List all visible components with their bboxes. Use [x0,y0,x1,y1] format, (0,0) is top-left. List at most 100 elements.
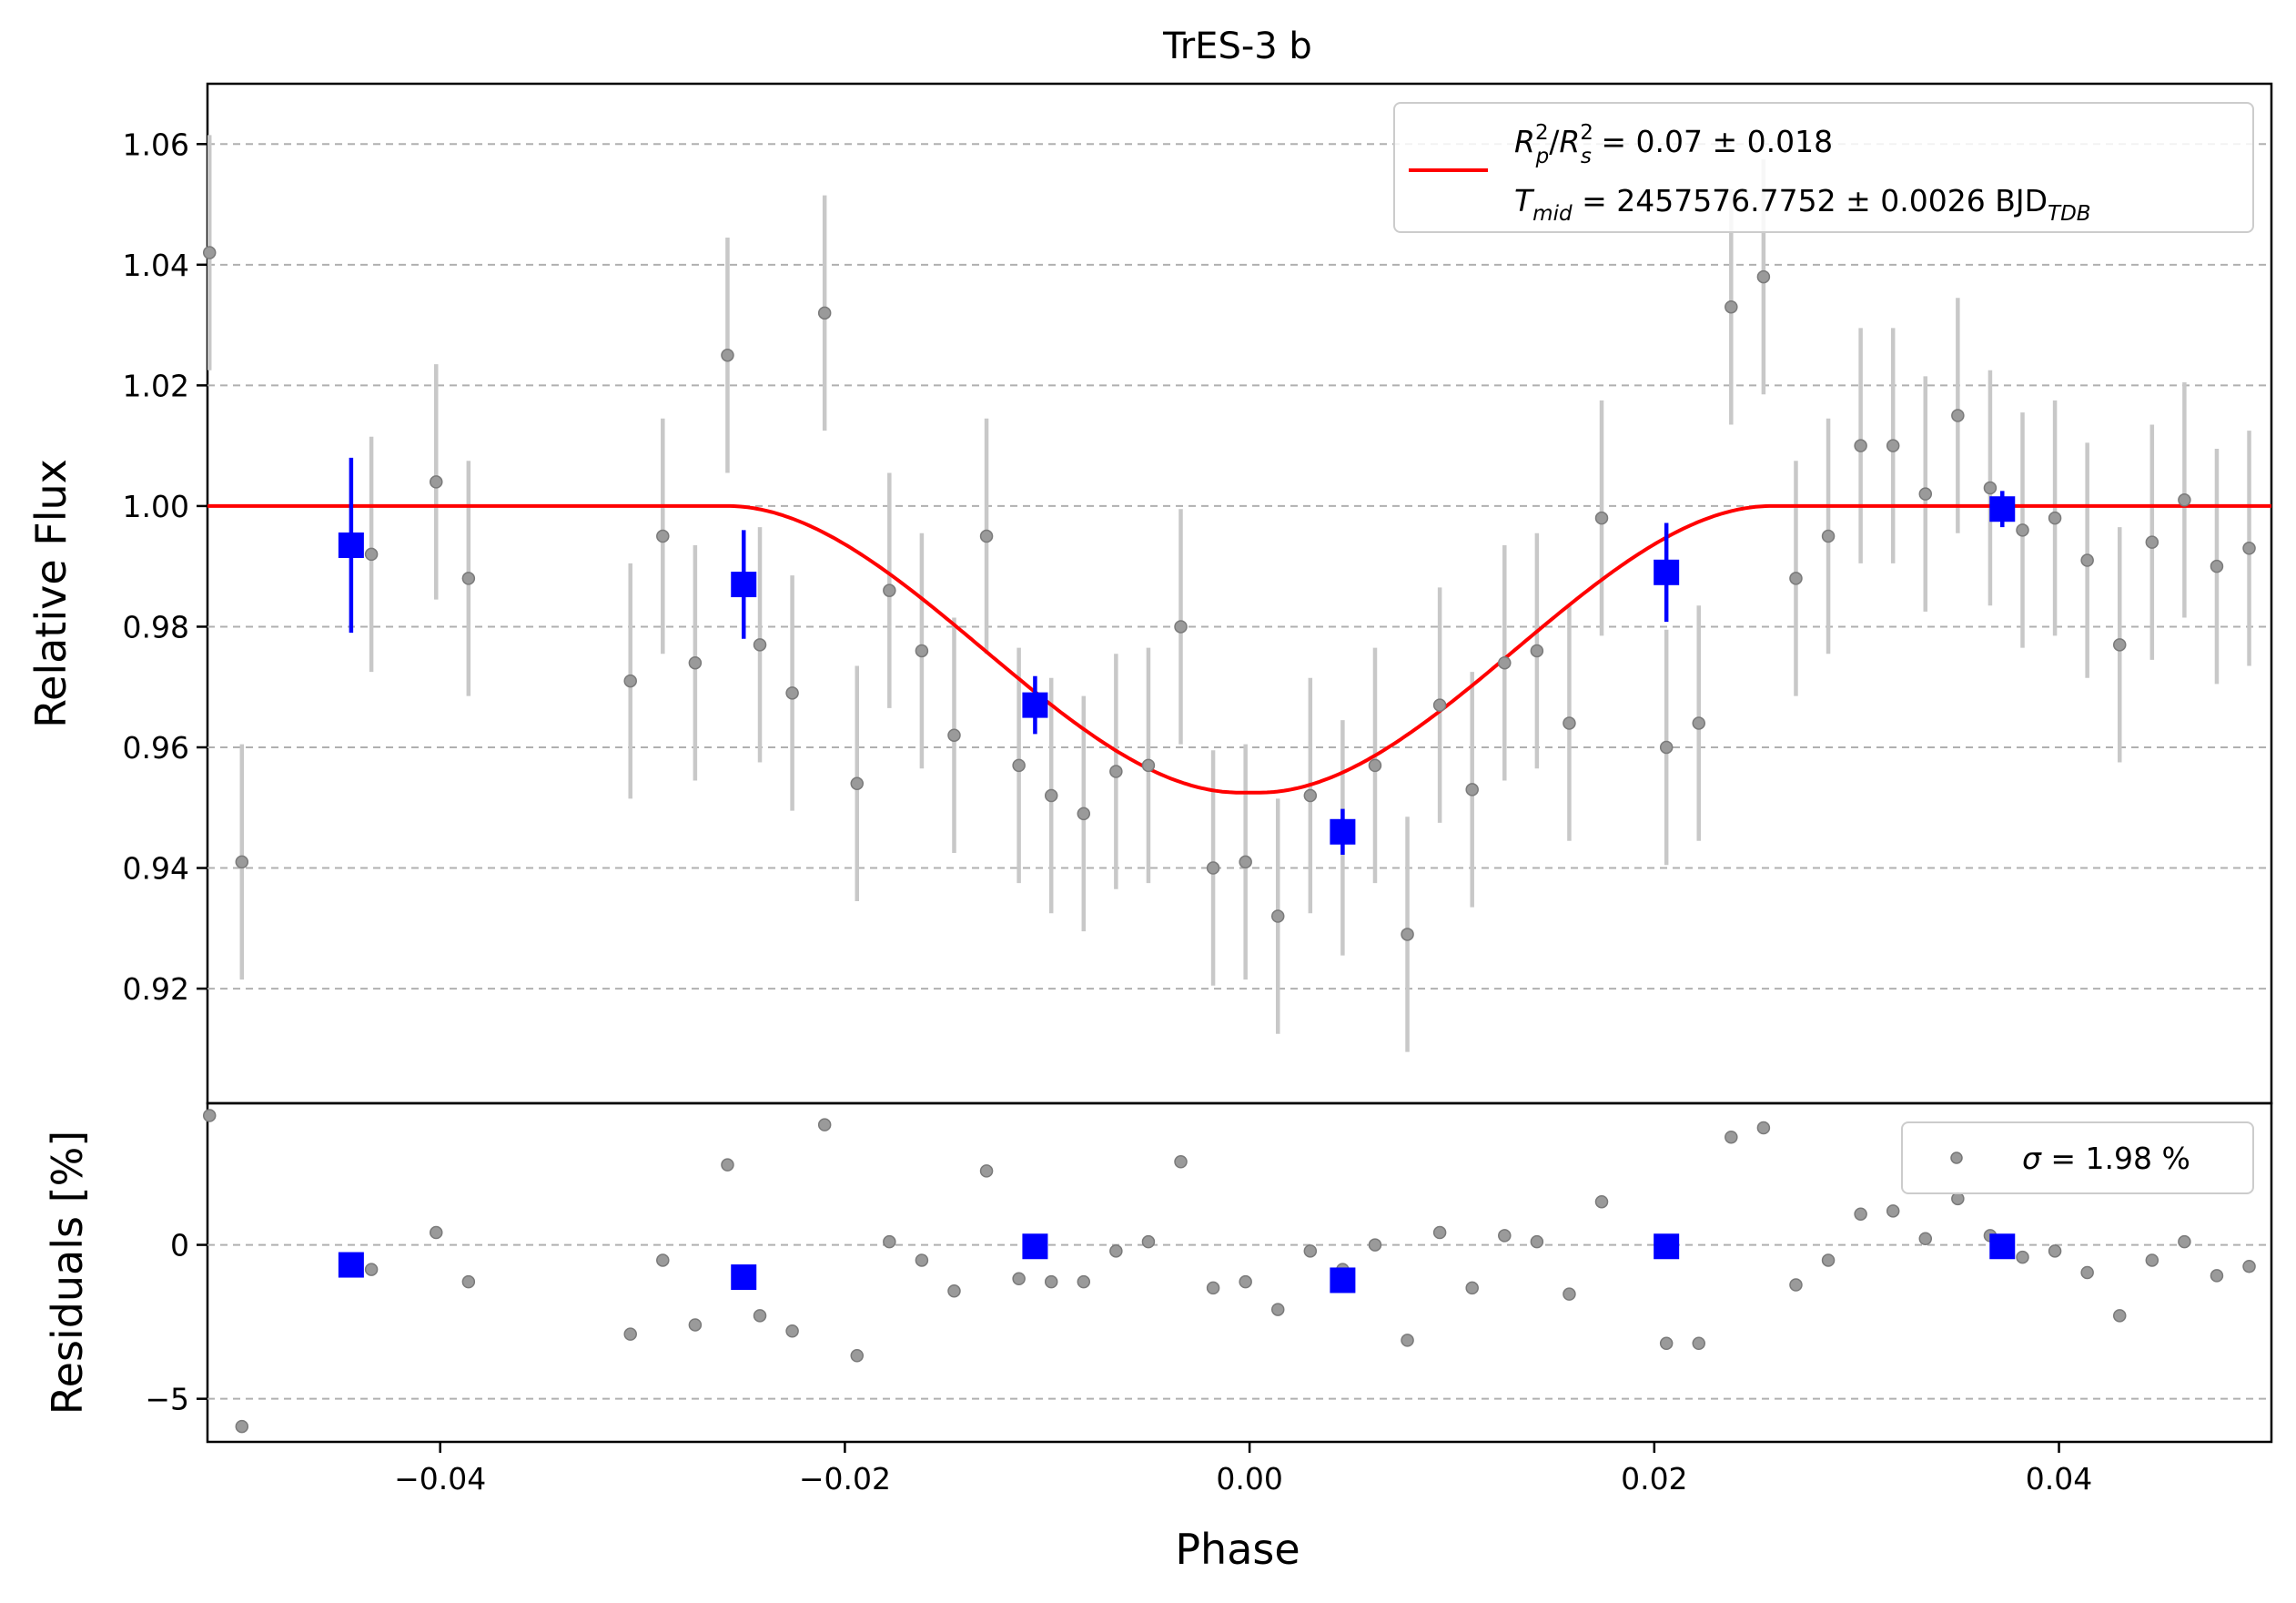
residual-raw-point [1756,1121,1771,1135]
residual-raw-point [1563,1287,1576,1301]
y-tick-label: 1.02 [123,368,189,403]
legend-sigma: σ = 1.98 % [2022,1141,2190,1176]
top-y-ticks: 0.92 0.94 0.96 0.98 1.00 1.02 1.04 1.06 [123,127,207,1007]
bottom-legend: σ = 1.98 % [1901,1121,2254,1194]
residual-raw-point [721,1158,734,1172]
residuals-panel: −5 0 −0.04 −0.02 0.00 0.02 0.04 σ = 1.98 % Re… [43,1101,2273,1574]
y-tick-label: 1.06 [123,127,189,162]
legend-line-2: Tmid = 2457576.7752 ± 0.0026 BJDTDB [1514,183,2091,226]
residual-raw-point [915,1253,929,1267]
binned-point [338,532,364,558]
raw-point [688,655,703,670]
raw-point [947,728,961,742]
residual-raw-point [1821,1253,1836,1267]
residual-raw-point [1465,1281,1479,1295]
model-curve [207,503,2271,795]
residual-raw-point [2112,1309,2127,1323]
raw-point [1854,439,1867,452]
raw-point [202,246,217,259]
raw-point [430,475,443,489]
raw-point [2145,535,2159,549]
y-tick-label: 1.04 [123,248,189,283]
raw-point [1012,758,1026,773]
x-tick-label: 0.00 [1216,1461,1282,1496]
raw-point [1401,928,1414,941]
residual-raw-point [1303,1244,1318,1258]
x-axis-label: Phase [1175,1525,1300,1574]
raw-point [1174,620,1188,634]
residual-raw-point [1530,1234,1544,1249]
raw-point [2080,553,2094,567]
residual-raw-point [947,1284,961,1298]
residual-binned-point [1330,1267,1356,1294]
binned-point [1022,692,1048,718]
raw-point [364,547,379,562]
residual-raw-point [235,1419,249,1434]
raw-point [1077,807,1091,821]
bottom-legend-box [1901,1121,2254,1194]
binned-point [1654,559,1680,585]
y-tick-label: 1.00 [123,489,189,524]
residual-binned-points [338,1233,2016,1294]
raw-point [1303,788,1318,803]
raw-point [2210,559,2224,573]
legend-line-1: R2 p/R2 s = 0.07 ± 0.018 [1514,121,1833,168]
residual-raw-point [1854,1207,1867,1221]
residual-raw-point [1206,1281,1220,1295]
raw-point [1983,481,1998,495]
raw-point [656,529,670,543]
raw-point [1659,740,1674,755]
raw-point [785,686,799,700]
residual-raw-point [1044,1274,1058,1289]
raw-point [1109,765,1123,778]
residual-binned-point [338,1252,364,1278]
residual-raw-point [883,1234,896,1249]
raw-point [1465,783,1479,796]
residual-raw-point [202,1109,217,1122]
residual-raw-point [1432,1225,1447,1240]
residual-raw-point [1659,1336,1674,1351]
raw-point [1821,529,1836,543]
y-tick-label: −5 [145,1382,189,1417]
residual-raw-point [1239,1274,1252,1289]
raw-point [1498,655,1512,670]
residual-raw-point [1498,1229,1512,1243]
residual-raw-point [2178,1234,2191,1249]
raw-point [1044,788,1058,803]
residual-raw-point [785,1324,799,1338]
raw-point [1239,855,1252,869]
raw-point [623,674,637,688]
residual-raw-point [1401,1334,1414,1347]
bottom-axes-frame [206,1101,2273,1444]
top-legend-box [1393,102,2254,233]
raw-point [817,306,832,320]
residual-binned-point [731,1264,757,1291]
residual-raw-point [2210,1269,2224,1283]
raw-point [2048,511,2062,525]
residual-raw-point [1174,1155,1188,1169]
residual-binned-point [1022,1233,1048,1260]
raw-point [915,644,929,658]
y-axis-label-top: Relative Flux [26,459,76,728]
raw-point [1918,487,1933,501]
x-ticks: −0.04 −0.02 0.00 0.02 0.04 [394,1442,2092,1496]
raw-point [850,776,865,791]
residual-raw-point [2016,1250,2029,1264]
raw-point [979,529,994,543]
raw-point [883,583,896,597]
residual-raw-point [1789,1278,1803,1292]
residual-raw-point [1077,1274,1091,1289]
chart-title: TrES-3 b [1162,25,1312,67]
residual-raw-point [979,1164,994,1178]
residual-raw-point [430,1225,443,1240]
raw-point [1725,299,1738,314]
residual-raw-point [1951,1192,1965,1206]
raw-point [1368,758,1382,773]
raw-point [2178,493,2191,507]
raw-point [1432,698,1447,712]
y-tick-label: 0.92 [123,971,189,1007]
transit-model [207,503,2271,795]
top-legend: R2 p/R2 s = 0.07 ± 0.018 Tmid = 2457576.77… [1393,102,2254,233]
residual-raw-point [850,1349,865,1363]
x-tick-label: 0.02 [1621,1461,1687,1496]
